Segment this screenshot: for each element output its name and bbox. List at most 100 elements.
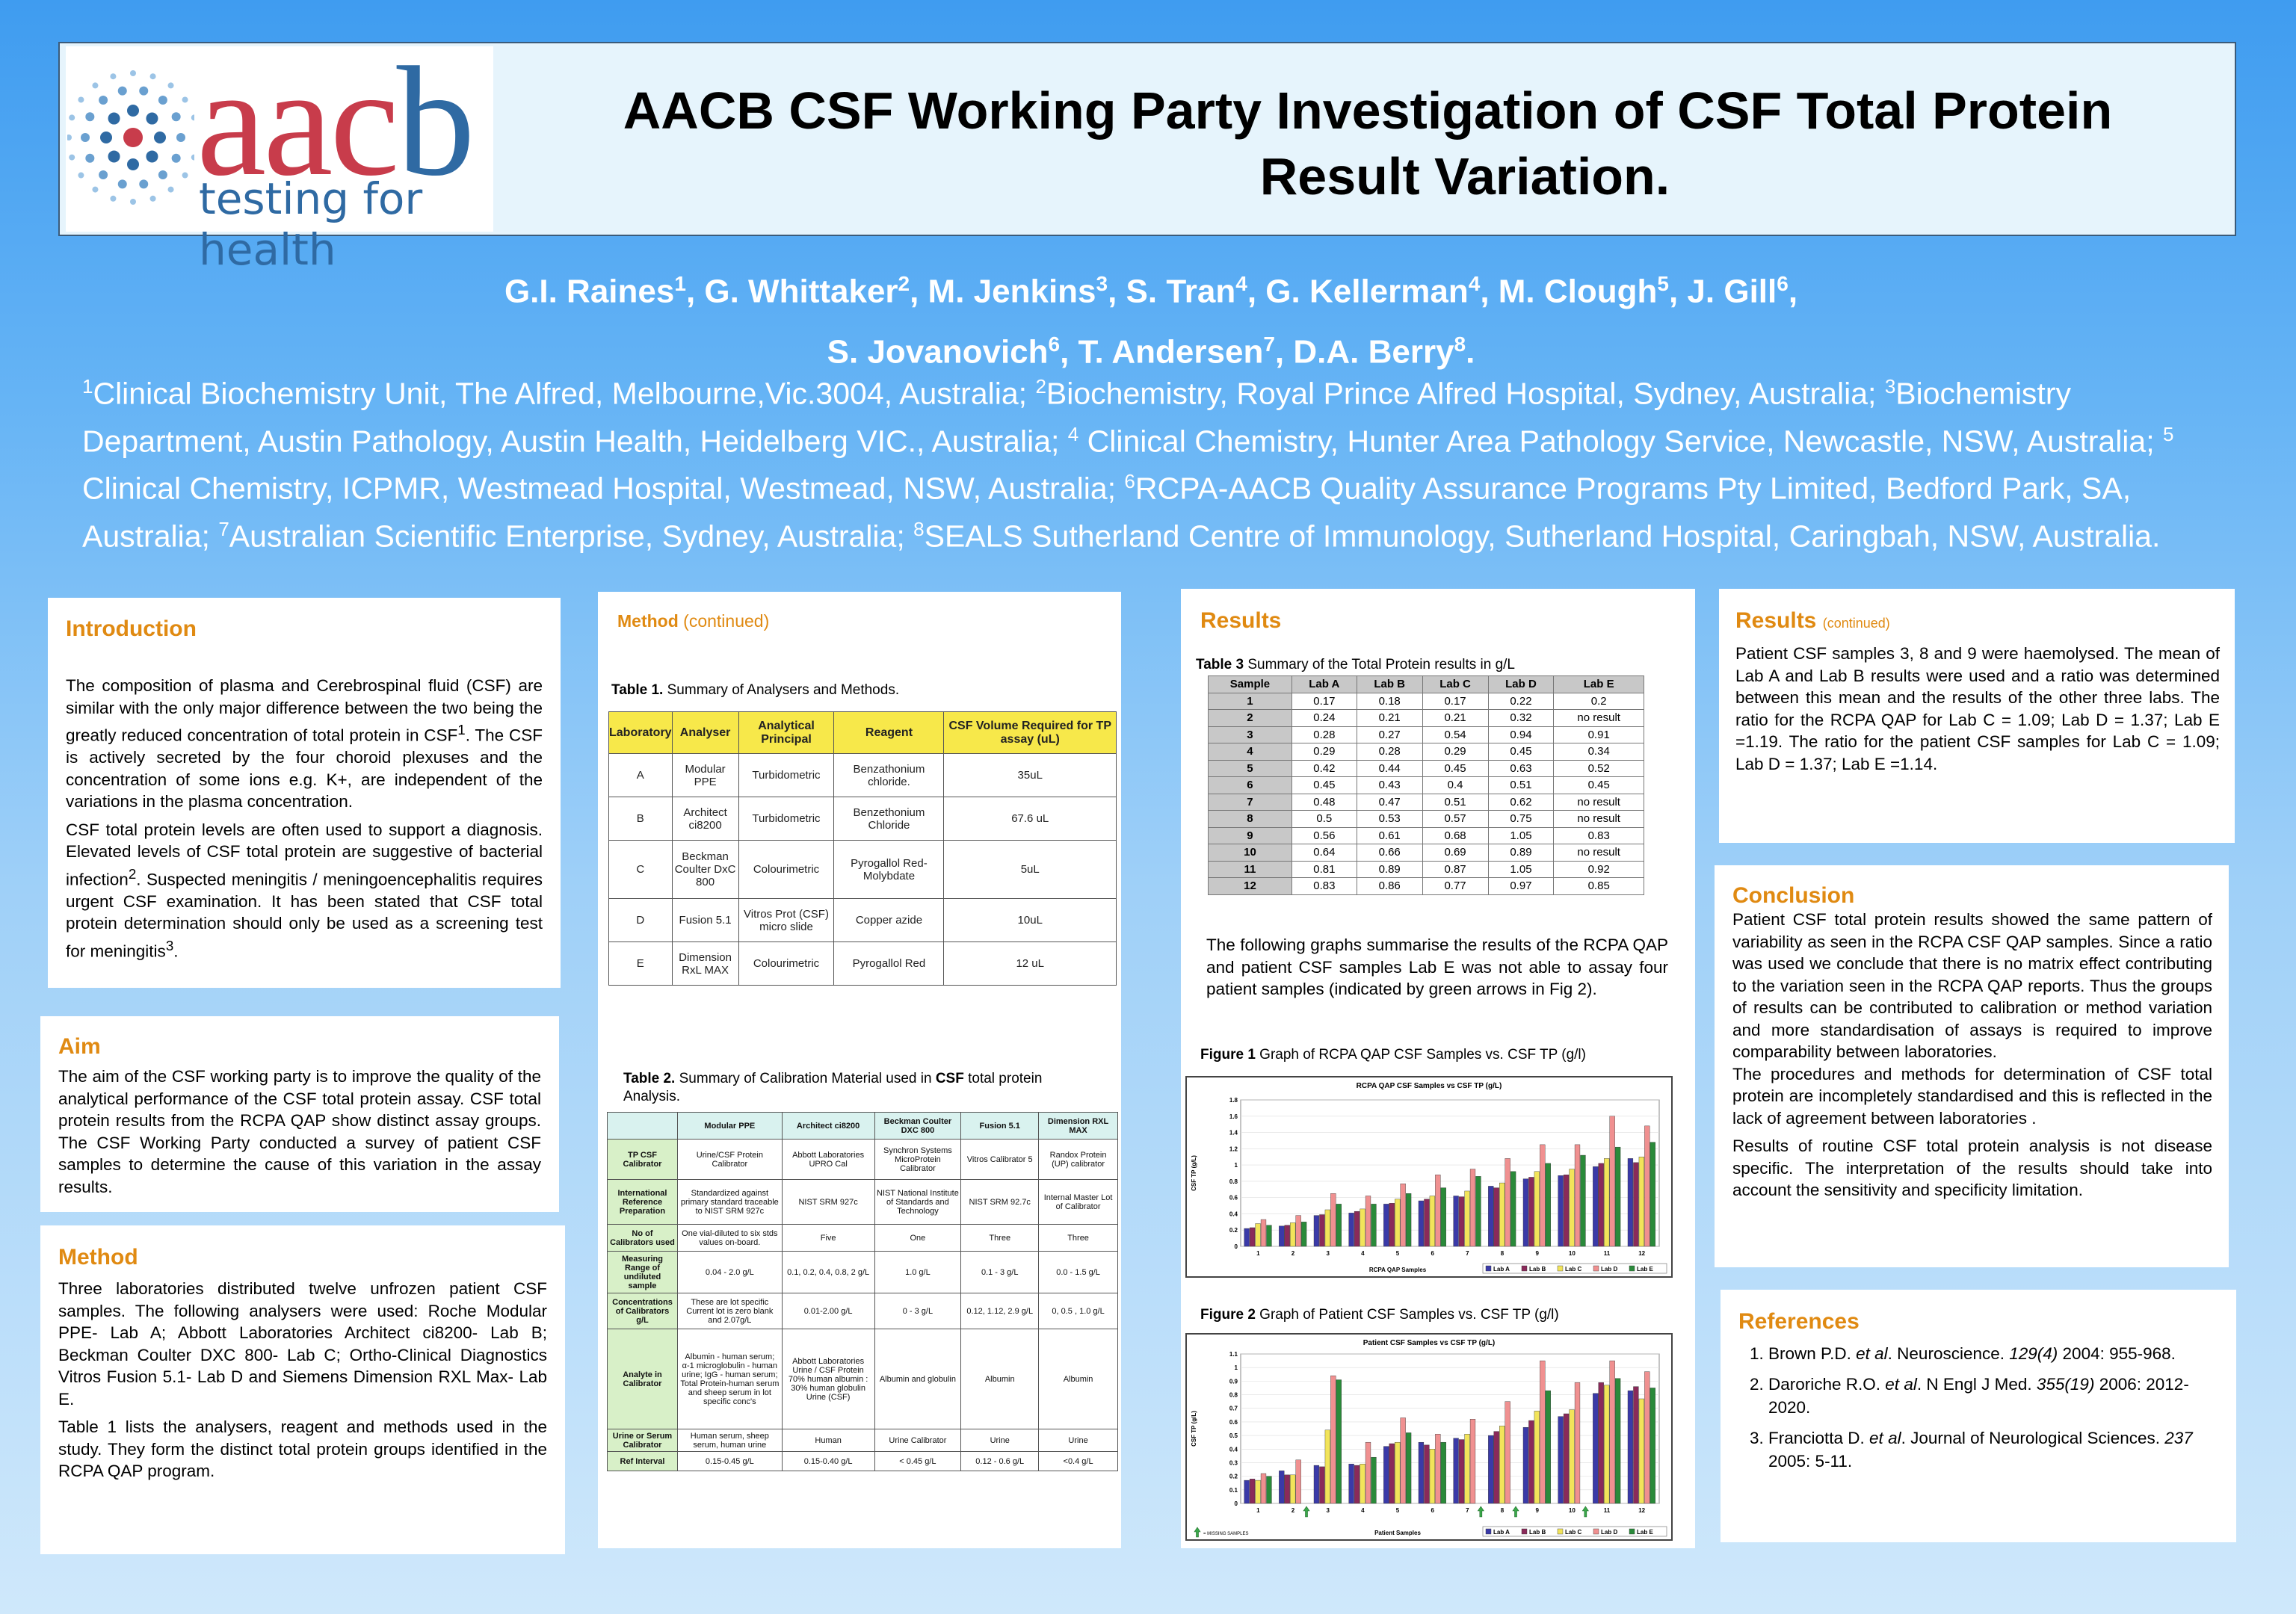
bar-lab-d bbox=[1574, 1144, 1581, 1247]
table3-row: 8 0.5 0.53 0.57 0.75 no result bbox=[1208, 810, 1644, 828]
table2-cell: Analyte in Calibrator bbox=[607, 1329, 678, 1429]
table3-cell: 0.53 bbox=[1356, 810, 1423, 828]
x-tick-label: 2 bbox=[1292, 1507, 1295, 1514]
logo-dot bbox=[146, 150, 158, 163]
bar-lab-a bbox=[1348, 1464, 1354, 1504]
table3-cell: 0.24 bbox=[1291, 709, 1357, 727]
table3-cell: 0.45 bbox=[1487, 743, 1555, 761]
y-tick-label: 1 bbox=[1235, 1364, 1238, 1371]
legend-label: Lab D bbox=[1601, 1266, 1617, 1273]
bar-lab-c bbox=[1499, 1426, 1505, 1504]
table2-cell: Three bbox=[960, 1224, 1040, 1252]
references-panel: References Brown P.D. et al. Neuroscienc… bbox=[1721, 1290, 2236, 1542]
table2-header-cell: Modular PPE bbox=[676, 1112, 783, 1140]
bar-lab-c bbox=[1464, 1190, 1470, 1247]
table3-cell: 0.4 bbox=[1422, 776, 1489, 794]
bar-lab-d bbox=[1574, 1382, 1581, 1504]
logo-dot bbox=[167, 82, 174, 89]
y-tick-label: 0 bbox=[1235, 1243, 1238, 1250]
bar-lab-e bbox=[1406, 1193, 1412, 1247]
legend-swatch bbox=[1629, 1265, 1635, 1272]
logo-dot bbox=[92, 186, 99, 193]
bar-lab-b bbox=[1389, 1443, 1395, 1504]
table2-cell: These are lot specific Current lot is ze… bbox=[676, 1293, 783, 1329]
bar-lab-d bbox=[1365, 1196, 1371, 1247]
legend-label: Lab A bbox=[1493, 1529, 1510, 1536]
table2-row: No of Calibrators used One vial-diluted t… bbox=[607, 1224, 1118, 1252]
table1-cell: 67.6 uL bbox=[943, 797, 1117, 841]
legend-label: Lab B bbox=[1529, 1529, 1546, 1536]
logo-tagline: testing for health bbox=[199, 173, 423, 275]
missing-legend-arrow-icon bbox=[1194, 1527, 1201, 1538]
legend-box bbox=[1482, 1263, 1667, 1274]
bar-lab-a bbox=[1488, 1435, 1494, 1504]
bar-lab-e bbox=[1336, 1379, 1342, 1504]
conclusion-paragraph-1: Patient CSF total protein results showed… bbox=[1732, 910, 2212, 1061]
conclusion-heading: Conclusion bbox=[1732, 883, 1855, 908]
table1-header-cell: Laboratory bbox=[608, 711, 673, 754]
table2-cell: Human serum, sheep serum, human urine bbox=[676, 1429, 783, 1452]
table2-cell: NIST National Institute of Standards and… bbox=[874, 1179, 962, 1225]
title-banner: aacb testing for health AACB CSF Working… bbox=[58, 42, 2236, 275]
table2-cell: 0.15-0.45 g/L bbox=[676, 1451, 783, 1471]
bar-lab-c bbox=[1534, 1171, 1540, 1247]
table2-cell: Urine or Serum Calibrator bbox=[607, 1429, 678, 1452]
table2-cell: 1.0 g/L bbox=[874, 1251, 962, 1293]
y-tick-label: 0.1 bbox=[1229, 1487, 1238, 1494]
table3-cell: 0.2 bbox=[1553, 692, 1644, 710]
table1-cell: B bbox=[608, 797, 673, 841]
table2-cell: Standardized against primary standard tr… bbox=[676, 1179, 783, 1225]
table1-cell: Dimension RxL MAX bbox=[671, 942, 739, 986]
missing-sample-arrow-icon bbox=[1303, 1506, 1310, 1518]
table3-cell: no result bbox=[1553, 793, 1644, 811]
table3-cell: 0.45 bbox=[1422, 759, 1489, 777]
legend-label: Lab E bbox=[1637, 1266, 1653, 1273]
table3-cell: 9 bbox=[1208, 826, 1292, 844]
bar-lab-b bbox=[1284, 1225, 1290, 1247]
plot-area bbox=[1240, 1353, 1660, 1504]
conclusion-paragraph-2: The procedures and methods for determina… bbox=[1732, 1064, 2212, 1128]
legend-swatch bbox=[1557, 1528, 1564, 1535]
bar-lab-c bbox=[1569, 1409, 1575, 1504]
method-heading: Method bbox=[58, 1245, 138, 1270]
table2-cell: Vitros Calibrator 5 bbox=[960, 1139, 1040, 1180]
logo-dot bbox=[182, 172, 188, 179]
figure1-caption: Figure 1 Graph of RCPA QAP CSF Samples v… bbox=[1200, 1047, 1586, 1063]
table2-cell: Five bbox=[781, 1224, 875, 1252]
bar-lab-a bbox=[1627, 1158, 1634, 1247]
table2-cell: 0.15-0.40 g/L bbox=[781, 1451, 875, 1471]
y-tick-label: 0.3 bbox=[1229, 1459, 1238, 1466]
bar-lab-d bbox=[1644, 1125, 1650, 1247]
bar-lab-c bbox=[1324, 1209, 1331, 1247]
logo-dot bbox=[81, 133, 90, 142]
table2-header-cell bbox=[607, 1112, 678, 1140]
table2-cell: 0.12, 1.12, 2.9 g/L bbox=[960, 1293, 1040, 1329]
bar-lab-b bbox=[1249, 1227, 1256, 1247]
bar-lab-c bbox=[1360, 1464, 1365, 1504]
table2-cell: Randox Protein (UP) calibrator bbox=[1038, 1139, 1118, 1180]
table3-cell: 0.66 bbox=[1356, 844, 1423, 862]
table2-cell: Albumin and globulin bbox=[874, 1329, 962, 1429]
logo-dot bbox=[69, 114, 75, 121]
x-tick-label: 12 bbox=[1638, 1507, 1645, 1514]
introduction-paragraph-2: CSF total protein levels are often used … bbox=[66, 820, 543, 961]
y-tick-label: 0.5 bbox=[1229, 1432, 1238, 1439]
table3-cell: 0.92 bbox=[1553, 860, 1644, 878]
table3-cell: 0.28 bbox=[1291, 726, 1357, 743]
logo-dot bbox=[139, 179, 149, 189]
bar-lab-e bbox=[1266, 1476, 1272, 1504]
bar-lab-a bbox=[1348, 1213, 1354, 1247]
table3-cell: 11 bbox=[1208, 860, 1292, 878]
bar-lab-b bbox=[1389, 1203, 1395, 1247]
bar-lab-c bbox=[1255, 1480, 1261, 1504]
table2-row: Measuring Range of undiluted sample 0.04 … bbox=[607, 1251, 1118, 1293]
table3-header-cell: Lab A bbox=[1291, 675, 1357, 693]
y-tick-label: 0.8 bbox=[1229, 1392, 1238, 1399]
table2-cell: Internal Master Lot of Calibrator bbox=[1038, 1179, 1118, 1225]
method-paragraph-2: Table 1 lists the analysers, reagent and… bbox=[58, 1417, 547, 1480]
table2-cell: 0, 0.5 , 1.0 g/L bbox=[1038, 1293, 1118, 1329]
table3-cell: 0.17 bbox=[1291, 692, 1357, 710]
logo-dot bbox=[149, 73, 156, 80]
bar-lab-d bbox=[1609, 1116, 1615, 1247]
table3-row: 9 0.56 0.61 0.68 1.05 0.83 bbox=[1208, 826, 1644, 844]
